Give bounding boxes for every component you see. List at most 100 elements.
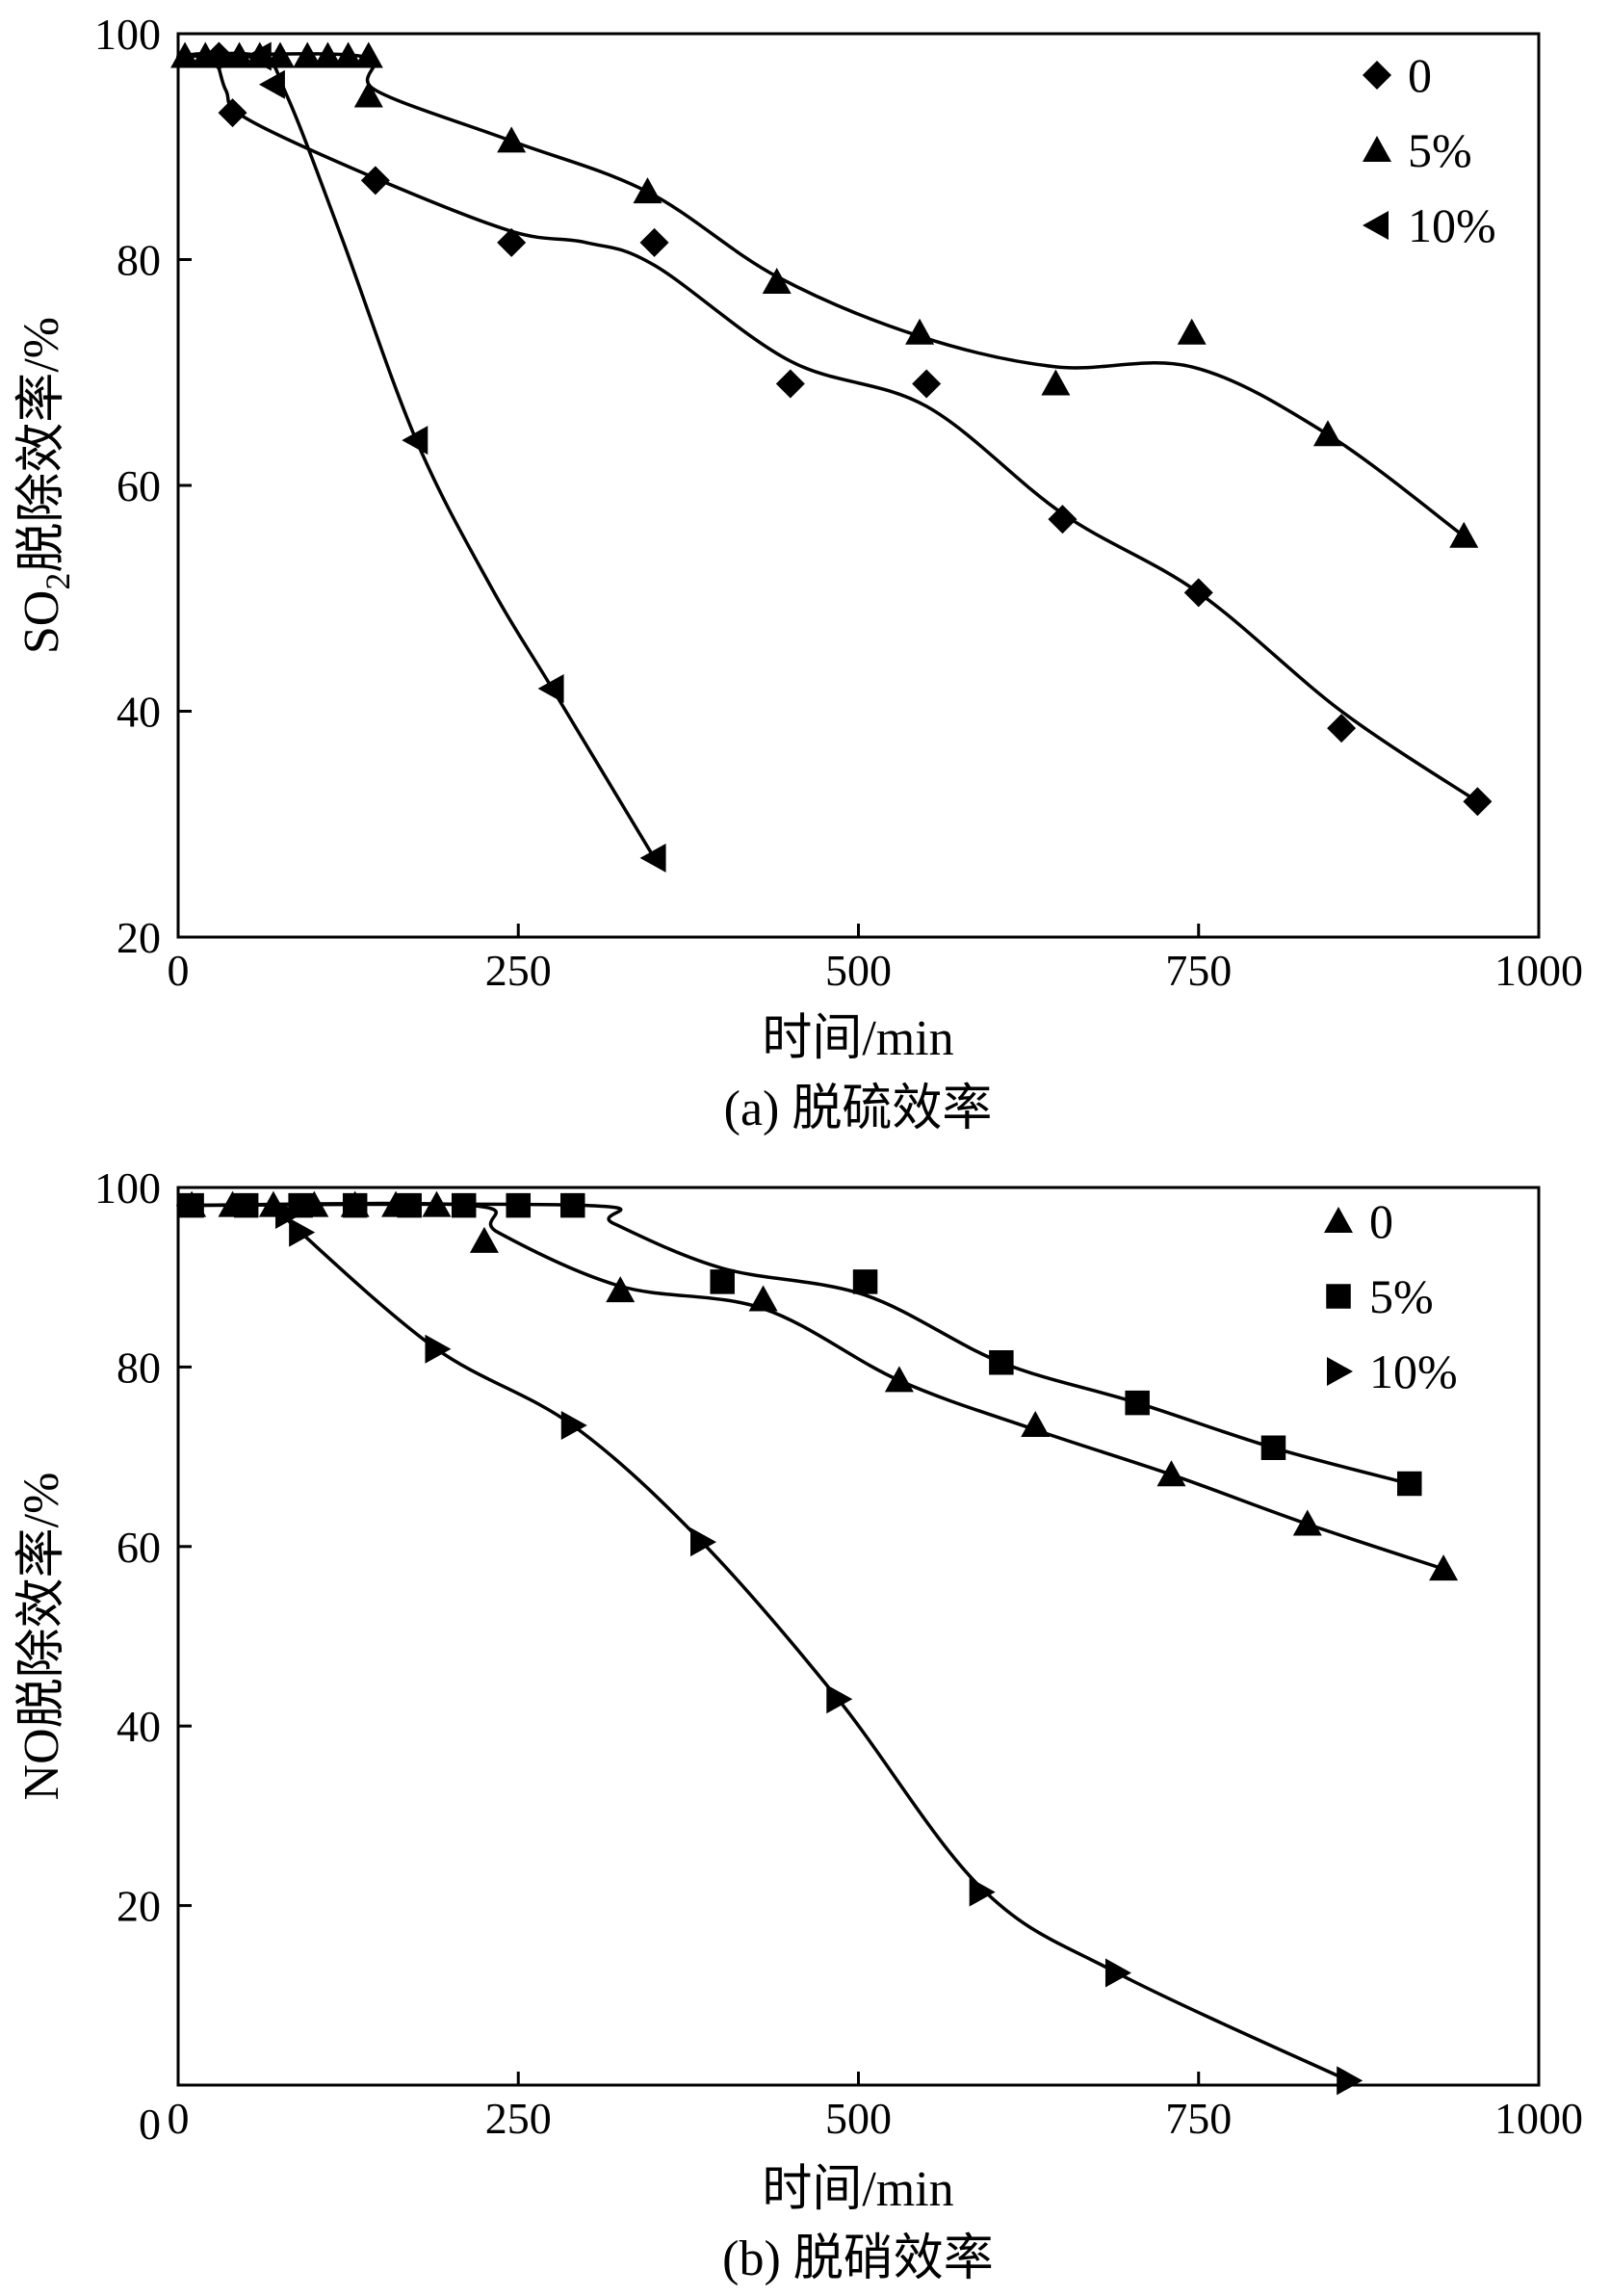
panel-b-series-line-2 [283,1213,1350,2083]
panel-a-legend-label-2: 10% [1408,198,1496,252]
panel-b-plot-frame [176,1186,1541,2087]
panel-a-series-2-point-0 [245,41,272,71]
panel-b-series-0-point-10 [884,1366,914,1393]
panel-b-y-tick-label-80: 80 [117,1343,161,1392]
panel-b-y-tick-label-60: 60 [117,1523,161,1572]
panel-a-series-0-point-1 [218,98,247,128]
panel-a-series-0-point-2 [360,166,390,196]
panel-a-series-1-point-16 [1177,318,1207,345]
panel-b-series-0-point-6 [422,1190,452,1217]
panel-a-series-1-point-3 [224,41,254,68]
panel-b-denitrification: 0 250 500 750 1000 0 20 40 60 80 100 0 5% 10% 时间/min… [14,1163,1583,2286]
panel-a-markers [170,41,1493,873]
panel-a-y-tick-label-20: 20 [117,913,161,962]
panel-b-ticks: 0 250 500 750 1000 0 20 40 60 80 100 [94,1163,1583,2149]
panel-a-series-1-point-6 [293,41,323,68]
panel-a-series-line-0 [176,52,1480,804]
panel-b-series-0-point-7 [469,1226,499,1253]
panel-a-y-axis-title: SO2脱除效率/% [14,317,77,654]
panel-a-series-0-point-4 [639,227,669,257]
panel-b-series-1-point-4 [397,1192,422,1218]
panel-a-series-1-point-0 [170,41,200,68]
panel-a-y-axis-title-main: SO [14,590,69,654]
panel-b-x-tick-label-500: 500 [825,2094,892,2143]
panel-a-series-0-point-5 [775,369,805,399]
panel-b-series-2-point-7 [1104,1958,1131,1988]
panel-b-y-tick-label-0: 0 [139,2100,161,2149]
panel-a-x-tick-label-0: 0 [168,946,190,995]
panel-b-series-2-point-4 [690,1527,717,1557]
panel-b-series-0-point-12 [1156,1460,1186,1487]
panel-b-x-axis-title: 时间/min [762,2162,953,2217]
panel-a-legend-label-0: 0 [1408,48,1432,102]
panel-a-series-0-point-10 [1463,787,1493,817]
panel-a-series-0-point-3 [497,227,527,257]
panel-a-legend-marker-0 [1363,61,1391,90]
panel-a-series-1-point-11 [497,126,527,153]
panel-a-series-1-point-18 [1449,521,1479,548]
panel-a-series-1-point-10 [353,81,383,108]
panel-b-series-0-point-13 [1292,1509,1322,1536]
panel-b-caption: (b) 脱硝效率 [722,2231,994,2286]
panel-b-series-2-point-6 [969,1877,996,1907]
panel-b-legend-marker-1 [1326,1284,1351,1309]
panel-b-x-tick-label-750: 750 [1165,2094,1232,2143]
panel-b-series-1-point-8 [710,1269,735,1294]
panel-b-series-1-point-5 [451,1192,477,1218]
panel-b-legend-label-1: 5% [1369,1269,1434,1323]
panel-a-series-line-1 [176,52,1467,538]
panel-b-legend: 0 5% 10% [1324,1194,1458,1398]
panel-a-series-1-point-17 [1312,420,1342,447]
panel-b-x-tick-label-1000: 1000 [1494,2094,1583,2143]
panel-a-series-0-point-6 [912,369,942,399]
panel-b-series-1-point-12 [1260,1435,1286,1461]
panel-b-series-1-point-3 [342,1192,368,1218]
panel-a-legend-marker-1 [1363,136,1391,162]
panel-b-series-2-point-3 [560,1410,587,1440]
panel-b-y-axis-title: NO脱除效率/% [14,1473,69,1801]
panel-a-series-2-point-4 [639,843,666,873]
panel-b-y-tick-label-20: 20 [117,1882,161,1931]
panel-b-series-2-point-5 [826,1684,853,1714]
panel-a-legend-label-1: 5% [1408,123,1472,177]
panel-a-legend: 0 5% 10% [1363,48,1496,252]
panel-a-series-1-point-13 [762,267,792,294]
panel-a-plot-frame [176,32,1541,939]
panel-b-series-1-point-13 [1397,1471,1422,1497]
panel-b-series-2-point-8 [1337,2066,1363,2096]
panel-b-series-0-point-14 [1429,1554,1459,1581]
panel-a-series-1-point-14 [905,318,935,345]
panel-b-series-2-point-0 [275,1199,302,1229]
panel-a-y-tick-label-80: 80 [117,236,161,285]
panel-b-series-0-point-9 [748,1285,778,1312]
panel-b-y-tick-label-40: 40 [117,1702,161,1751]
panel-b-legend-label-2: 10% [1369,1344,1458,1398]
panel-a-x-tick-label-1000: 1000 [1494,946,1583,995]
panel-b-series-1-point-9 [852,1269,878,1294]
panel-b-series-1-point-7 [560,1192,585,1218]
panel-a-legend-marker-2 [1363,211,1389,240]
panel-a-y-tick-label-40: 40 [117,688,161,737]
panel-a-ticks: 0 250 500 750 1000 20 40 60 80 100 [94,10,1583,995]
panel-a-y-tick-label-60: 60 [117,461,161,510]
panel-a-x-tick-label-250: 250 [485,946,552,995]
panel-b-series-2-point-2 [425,1334,452,1364]
panel-b-series-1-point-11 [1125,1390,1150,1416]
panel-a-series-1-point-15 [1041,369,1071,396]
panel-a-y-axis-title-sub: 2 [39,573,77,590]
panel-a-series-0-point-8 [1183,578,1213,608]
panel-a-series-2-point-2 [402,426,428,456]
panel-b-series-line-1 [176,1202,1412,1486]
panel-a-x-tick-label-500: 500 [825,946,892,995]
panel-b-markers [177,1190,1459,2096]
panel-b-x-tick-label-0: 0 [168,2094,190,2143]
panel-a-series-2-point-3 [537,674,564,704]
panel-b-series-line-0 [176,1201,1445,1571]
panel-a-y-tick-label-100: 100 [94,10,161,59]
panel-b-series-0-point-8 [606,1276,636,1303]
panel-a-series-2-point-1 [258,69,285,99]
panel-b-series-0-point-11 [1021,1410,1051,1437]
panel-a-x-axis-title: 时间/min [762,1011,953,1066]
panel-b-series-1-point-1 [233,1192,259,1218]
panel-a-series-1-point-12 [633,177,662,204]
